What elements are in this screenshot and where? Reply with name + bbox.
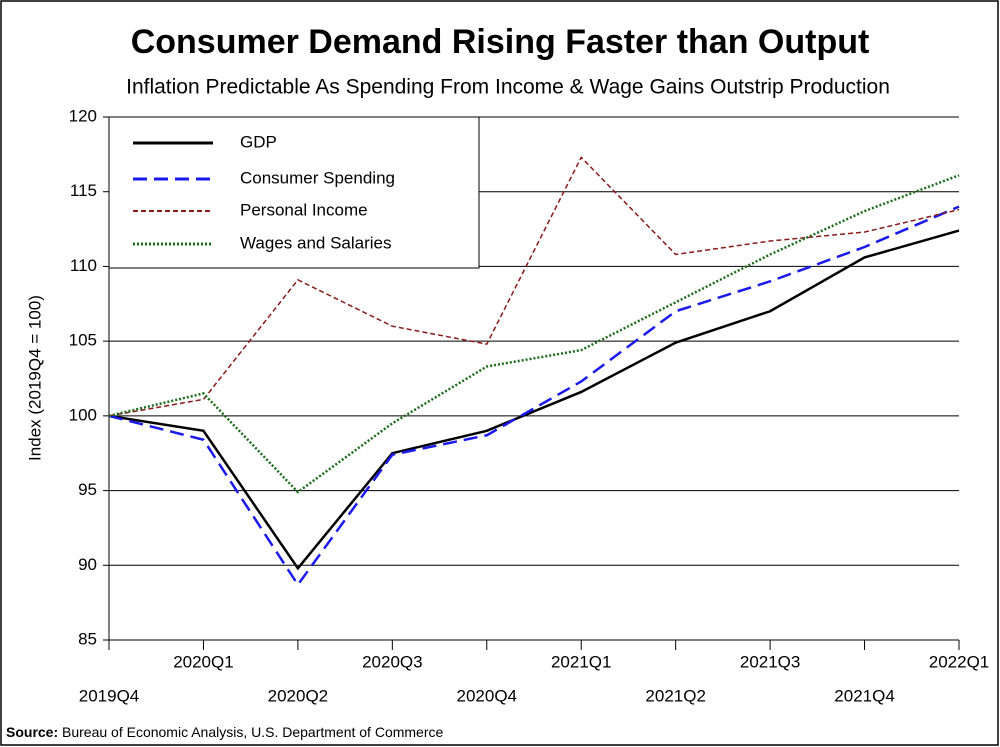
- x-tick-label: 2021Q3: [740, 652, 801, 671]
- y-tick-label: 105: [69, 331, 97, 350]
- series-line: [108, 229, 960, 571]
- x-tick-label: 2021Q2: [645, 686, 706, 705]
- y-tick-label: 85: [78, 629, 97, 648]
- y-tick-label: 90: [78, 555, 97, 574]
- source-label: Source:: [6, 724, 58, 740]
- x-tick-label: 2022Q1: [929, 652, 990, 671]
- y-tick-label: 95: [78, 480, 97, 499]
- legend-label: GDP: [240, 132, 277, 151]
- y-tick-label: 110: [70, 256, 97, 275]
- x-tick-label: 2020Q2: [268, 686, 329, 705]
- x-tick-label: 2020Q1: [173, 652, 234, 671]
- series-line: [108, 205, 960, 587]
- y-axis-label: Index (2019Q4 = 100): [25, 295, 44, 461]
- y-tick-label: 115: [70, 181, 97, 200]
- legend-label: Wages and Salaries: [240, 233, 392, 252]
- y-tick-label: 120: [69, 106, 97, 125]
- chart-title: Consumer Demand Rising Faster than Outpu…: [131, 23, 870, 61]
- series-line: [108, 156, 960, 417]
- legend-label: Consumer Spending: [240, 168, 395, 187]
- series-line: [108, 174, 960, 494]
- chart-subtitle: Inflation Predictable As Spending From I…: [126, 76, 890, 99]
- x-tick-label: 2020Q4: [457, 686, 518, 705]
- source: Source: Bureau of Economic Analysis, U.S…: [6, 724, 443, 740]
- legend-label: Personal Income: [240, 200, 368, 219]
- y-tick-label: 100: [69, 405, 97, 424]
- x-tick-label: 2021Q1: [551, 652, 612, 671]
- x-tick-label: 2020Q3: [362, 652, 423, 671]
- x-tick-label: 2019Q4: [79, 686, 140, 705]
- source-text: Bureau of Economic Analysis, U.S. Depart…: [62, 724, 443, 740]
- x-tick-label: 2021Q4: [834, 686, 895, 705]
